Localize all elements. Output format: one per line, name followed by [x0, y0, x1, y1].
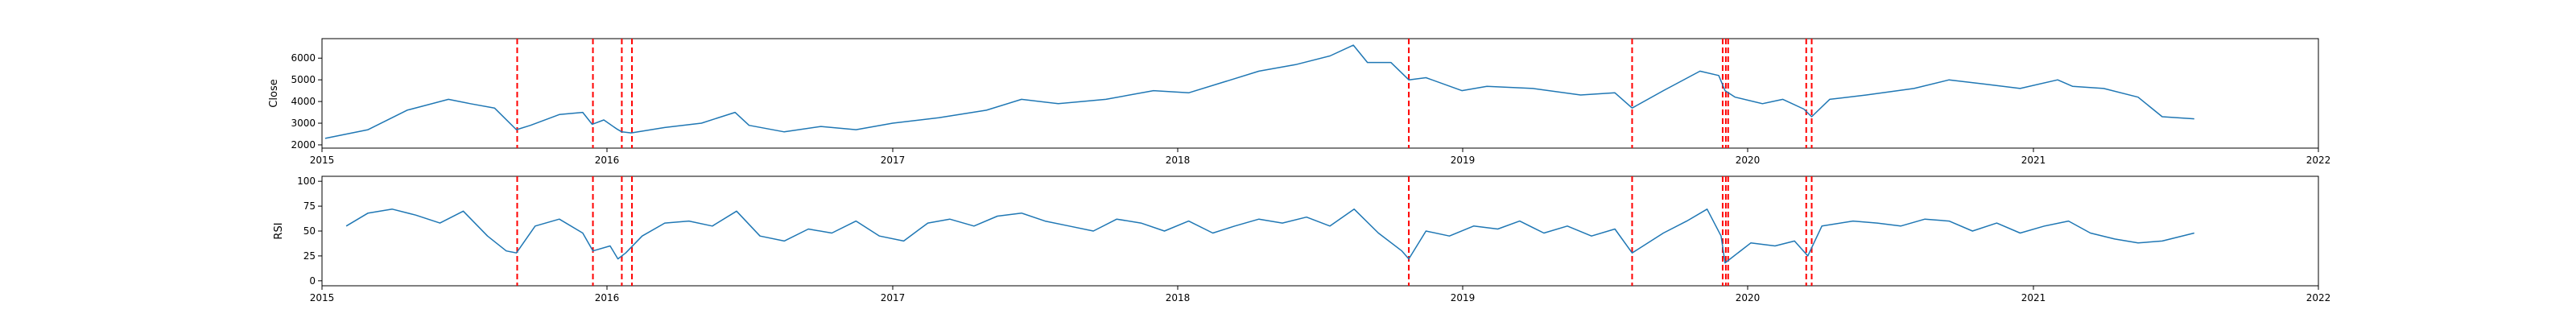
close-xtick-label: 2019 [1451, 155, 1476, 166]
rsi-ytick-label: 75 [303, 200, 316, 212]
close-xtick-label: 2020 [1736, 155, 1761, 166]
close-ylabel: Close [268, 79, 280, 107]
rsi-ylabel: RSI [273, 222, 285, 239]
rsi-xtick-label: 2015 [310, 292, 335, 303]
close-ytick-label: 5000 [291, 74, 316, 85]
rsi-xtick-label: 2017 [881, 292, 906, 303]
rsi-ytick-label: 0 [309, 275, 316, 287]
close-axes-frame [321, 38, 2319, 149]
rsi-ytick-label: 25 [303, 250, 316, 262]
close-xtick-label: 2021 [2021, 155, 2046, 166]
close-xtick-label: 2015 [310, 155, 335, 166]
close-xtick-label: 2016 [595, 155, 620, 166]
close-price-line [324, 44, 2194, 139]
close-ytick-label: 3000 [291, 118, 316, 129]
rsi-xtick-label: 2019 [1451, 292, 1476, 303]
close-xtick-label: 2018 [1166, 155, 1191, 166]
close-ytick-label: 2000 [291, 139, 316, 151]
rsi-xtick-label: 2018 [1166, 292, 1191, 303]
rsi-panel: 2015 2016 2017 2018 2019 2020 2021 2022 0 25 50 75… [273, 175, 2330, 303]
rsi-line [345, 208, 2194, 264]
rsi-xtick-label: 2022 [2306, 292, 2331, 303]
rsi-xtick-label: 2016 [595, 292, 620, 303]
rsi-xtick-label: 2020 [1736, 292, 1761, 303]
rsi-ytick-label: 100 [297, 175, 316, 187]
close-ytick-label: 6000 [291, 52, 316, 64]
close-ytick-label: 4000 [291, 96, 316, 107]
rsi-xtick-label: 2021 [2021, 292, 2046, 303]
close-xtick-label: 2022 [2306, 155, 2331, 166]
close-xtick-label: 2017 [881, 155, 906, 166]
close-price-panel: 2015 2016 2017 2018 2019 2020 2021 2022 2000 300… [268, 38, 2331, 166]
rsi-ytick-label: 50 [303, 225, 316, 237]
